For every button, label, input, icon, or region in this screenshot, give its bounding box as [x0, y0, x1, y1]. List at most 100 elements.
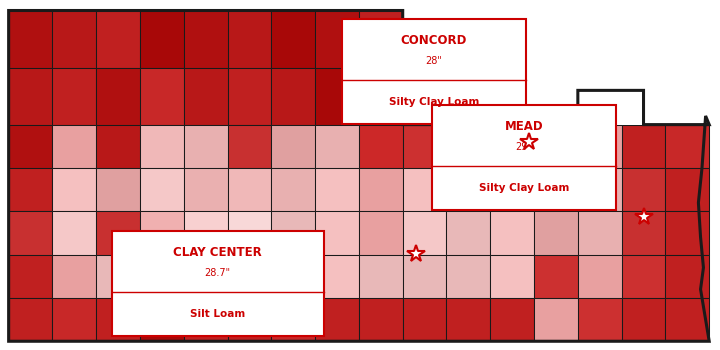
Bar	[184, 168, 228, 211]
Bar	[402, 168, 446, 211]
Bar	[228, 298, 271, 341]
Text: 28.7": 28.7"	[204, 268, 231, 278]
Bar	[621, 168, 665, 211]
Bar	[271, 254, 315, 298]
Bar	[534, 298, 578, 341]
Bar	[53, 211, 96, 254]
Bar	[53, 68, 96, 125]
Bar	[665, 168, 709, 211]
Text: Silty Clay Loam: Silty Clay Loam	[389, 97, 479, 107]
Bar	[315, 10, 359, 68]
Bar	[359, 125, 402, 168]
Bar	[184, 10, 228, 68]
Bar	[53, 10, 96, 68]
Bar	[96, 125, 140, 168]
Text: Silt Loam: Silt Loam	[190, 309, 246, 319]
Bar	[140, 68, 184, 125]
Bar	[140, 125, 184, 168]
Bar	[228, 254, 271, 298]
Bar	[184, 298, 228, 341]
Bar	[228, 125, 271, 168]
Bar	[359, 10, 402, 68]
Bar	[665, 298, 709, 341]
Bar	[184, 211, 228, 254]
Bar	[271, 211, 315, 254]
Bar	[271, 168, 315, 211]
Bar	[490, 125, 534, 168]
Bar	[315, 211, 359, 254]
Bar	[228, 68, 271, 125]
Bar	[315, 68, 359, 125]
Bar	[9, 68, 53, 125]
Bar	[621, 298, 665, 341]
Bar	[621, 125, 665, 168]
Text: 28": 28"	[426, 56, 442, 66]
Bar	[621, 211, 665, 254]
Bar	[665, 211, 709, 254]
Text: 29": 29"	[516, 142, 532, 152]
Bar	[578, 254, 621, 298]
Bar	[271, 125, 315, 168]
Bar	[534, 254, 578, 298]
Bar	[534, 168, 578, 211]
Bar	[490, 298, 534, 341]
Bar	[359, 211, 402, 254]
Text: Silty Clay Loam: Silty Clay Loam	[479, 183, 569, 193]
Bar	[9, 254, 53, 298]
Polygon shape	[402, 10, 578, 125]
Bar	[96, 254, 140, 298]
Bar	[490, 168, 534, 211]
Bar	[534, 211, 578, 254]
Bar	[490, 211, 534, 254]
Bar	[53, 298, 96, 341]
Bar	[534, 125, 578, 168]
Text: CLAY CENTER: CLAY CENTER	[174, 245, 262, 259]
Bar	[228, 211, 271, 254]
Bar	[96, 168, 140, 211]
Bar	[184, 254, 228, 298]
Bar	[359, 254, 402, 298]
Bar	[402, 298, 446, 341]
Bar	[9, 10, 53, 68]
Bar	[315, 298, 359, 341]
Bar	[432, 105, 616, 210]
Bar	[342, 19, 526, 124]
Bar	[315, 125, 359, 168]
Bar	[578, 125, 621, 168]
Bar	[402, 254, 446, 298]
Bar	[271, 10, 315, 68]
Bar	[184, 68, 228, 125]
Bar	[9, 125, 53, 168]
Bar	[112, 231, 324, 336]
Bar	[446, 298, 490, 341]
Bar	[271, 298, 315, 341]
Bar	[621, 254, 665, 298]
Bar	[359, 68, 402, 125]
Bar	[53, 168, 96, 211]
Text: MEAD: MEAD	[505, 119, 543, 133]
Text: CONCORD: CONCORD	[400, 34, 467, 47]
Bar	[490, 254, 534, 298]
Bar	[578, 298, 621, 341]
Bar	[184, 125, 228, 168]
Bar	[446, 254, 490, 298]
Bar	[578, 168, 621, 211]
Bar	[9, 298, 53, 341]
Bar	[96, 298, 140, 341]
Bar	[665, 254, 709, 298]
Bar	[9, 168, 53, 211]
Bar	[578, 211, 621, 254]
Bar	[359, 298, 402, 341]
Bar	[402, 125, 446, 168]
Bar	[228, 168, 271, 211]
Bar	[315, 168, 359, 211]
Bar	[96, 68, 140, 125]
Bar	[140, 254, 184, 298]
Bar	[402, 211, 446, 254]
Bar	[96, 211, 140, 254]
Bar	[9, 211, 53, 254]
Polygon shape	[578, 90, 644, 125]
Bar	[271, 68, 315, 125]
Bar	[359, 168, 402, 211]
Bar	[53, 125, 96, 168]
